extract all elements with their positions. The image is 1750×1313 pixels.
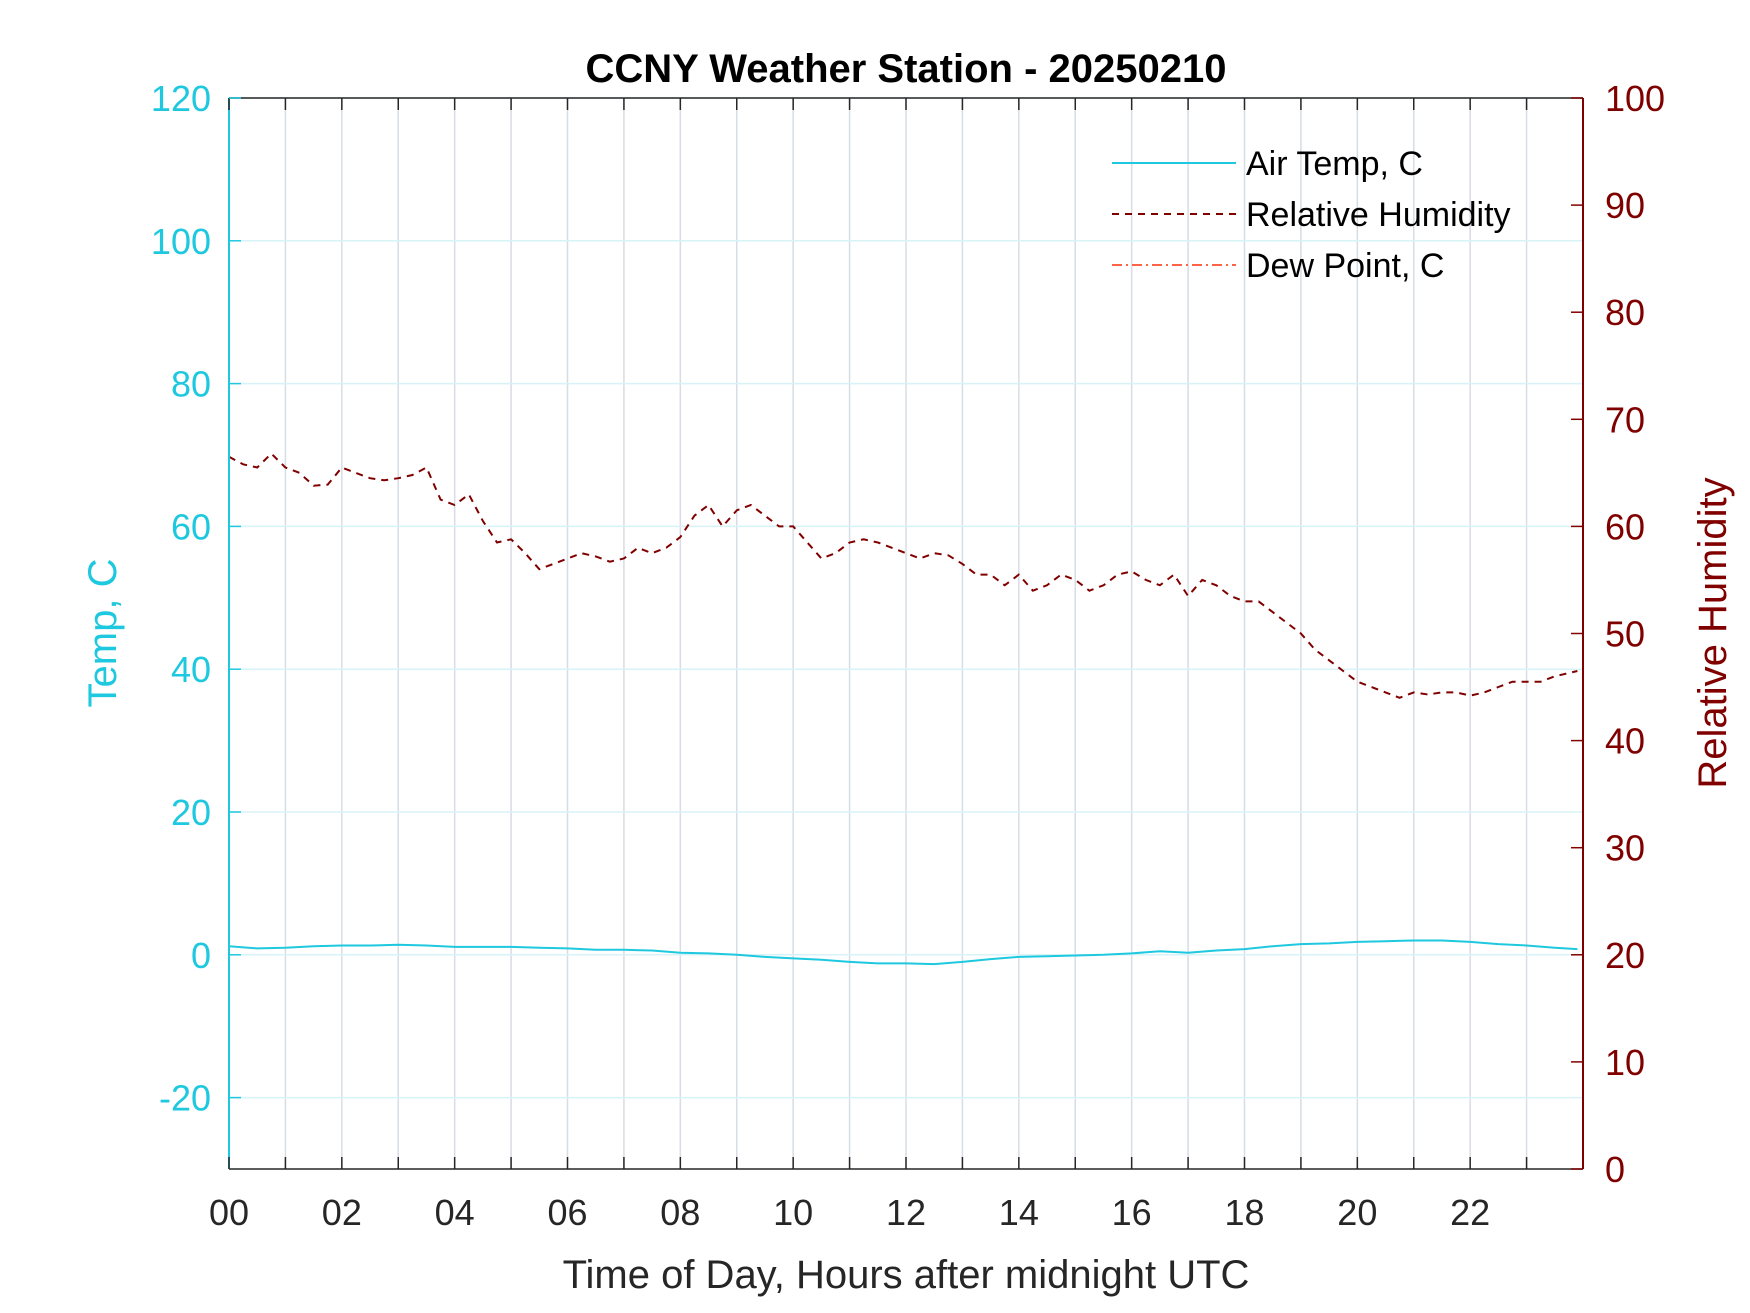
y-tick-label-left: 20 xyxy=(171,792,211,833)
y-tick-label-left: 40 xyxy=(171,649,211,690)
x-tick-label: 20 xyxy=(1337,1192,1377,1233)
y-tick-label-right: 60 xyxy=(1605,506,1645,547)
y-axis-label-left: Temp, C xyxy=(81,559,125,708)
y-tick-label-left: -20 xyxy=(159,1078,211,1119)
x-tick-label: 10 xyxy=(773,1192,813,1233)
legend: Air Temp, C Relative Humidity Dew Point, C xyxy=(1112,145,1511,285)
legend-label: Dew Point, C xyxy=(1246,247,1444,285)
x-tick-label: 22 xyxy=(1450,1192,1490,1233)
legend-label: Air Temp, C xyxy=(1246,145,1423,183)
x-tick-label: 00 xyxy=(209,1192,249,1233)
y-tick-label-right: 50 xyxy=(1605,614,1645,655)
y-tick-label-right: 10 xyxy=(1605,1042,1645,1083)
y-tick-label-right: 20 xyxy=(1605,935,1645,976)
x-tick-label: 04 xyxy=(435,1192,475,1233)
series-layer xyxy=(228,452,1578,966)
y-tick-label-right: 90 xyxy=(1605,185,1645,226)
y-axis-label-right: Relative Humidity xyxy=(1691,477,1735,788)
legend-label: Relative Humidity xyxy=(1246,196,1511,234)
x-tick-label: 14 xyxy=(999,1192,1039,1233)
x-axis-label: Time of Day, Hours after midnight UTC xyxy=(563,1253,1250,1297)
y-tick-label-right: 0 xyxy=(1605,1149,1625,1190)
x-tick-label: 16 xyxy=(1112,1192,1152,1233)
y-tick-label-left: 120 xyxy=(151,78,211,119)
series-line-relative-humidity xyxy=(228,452,1578,699)
y-tick-label-right: 30 xyxy=(1605,828,1645,869)
x-tick-label: 06 xyxy=(547,1192,587,1233)
x-tick-label: 18 xyxy=(1224,1192,1264,1233)
y-tick-label-left: 80 xyxy=(171,364,211,405)
chart-title: CCNY Weather Station - 20250210 xyxy=(586,47,1227,91)
y-tick-label-right: 70 xyxy=(1605,399,1645,440)
y-tick-label-right: 100 xyxy=(1605,78,1665,119)
y-tick-label-left: 60 xyxy=(171,506,211,547)
x-tick-label: 08 xyxy=(660,1192,700,1233)
x-tick-label: 12 xyxy=(886,1192,926,1233)
y-tick-label-right: 40 xyxy=(1605,721,1645,762)
y-tick-label-right: 80 xyxy=(1605,292,1645,333)
y-tick-label-left: 0 xyxy=(191,935,211,976)
y-tick-label-left: 100 xyxy=(151,221,211,262)
axes: 00 02 04 06 08 10 12 14 16 18 20 22-200204060801001… xyxy=(151,78,1665,1233)
series-line-air-temp-c xyxy=(228,939,1578,966)
x-tick-label: 02 xyxy=(322,1192,362,1233)
